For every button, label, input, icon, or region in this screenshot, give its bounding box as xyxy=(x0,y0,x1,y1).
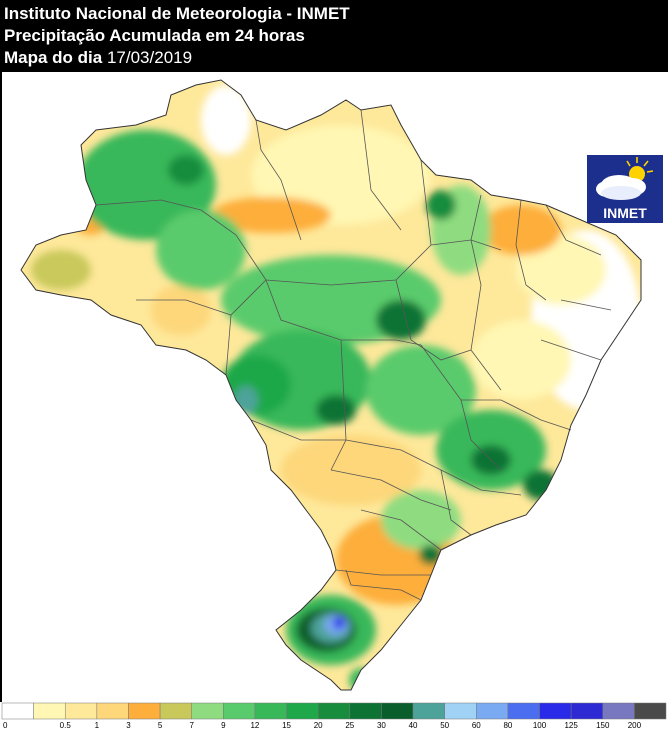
legend-tick-label: 1 xyxy=(95,721,100,730)
legend-swatch xyxy=(1,702,34,720)
precipitation-legend: 0 0.5 1 3 5 7 9 12 15 20 25 30 40 50 60 80 100 125 150 200 xyxy=(0,702,668,731)
legend-swatch xyxy=(570,702,604,720)
state-borders xyxy=(95,109,612,601)
legend-swatch xyxy=(602,702,635,720)
legend-tick-label: 80 xyxy=(503,721,512,730)
legend-swatch xyxy=(254,702,287,720)
legend-swatch xyxy=(444,702,477,720)
brazil-outline xyxy=(20,79,642,691)
legend-tick-label: 100 xyxy=(533,721,547,730)
legend-swatch xyxy=(412,702,445,720)
legend-tick-label: 20 xyxy=(314,721,323,730)
brazil-precipitation-map xyxy=(20,79,642,691)
legend-tick-label: 9 xyxy=(221,721,226,730)
map-date-value: 17/03/2019 xyxy=(106,48,193,67)
legend-swatch xyxy=(634,702,667,720)
legend-tick-label: 25 xyxy=(345,721,354,730)
map-date-line: Mapa do dia 17/03/2019 xyxy=(4,47,192,69)
legend-swatch xyxy=(349,702,382,720)
precipitation-fields xyxy=(31,85,641,690)
legend-swatch xyxy=(476,702,509,720)
legend-tick-label: 125 xyxy=(564,721,578,730)
legend-tick-label: 0 xyxy=(3,721,8,730)
legend-swatch xyxy=(128,702,161,720)
legend-tick-label: 40 xyxy=(409,721,418,730)
inmet-logo: INMET xyxy=(587,155,663,223)
institute-title: Instituto Nacional de Meteorologia - INM… xyxy=(4,4,350,23)
legend-swatch xyxy=(159,702,192,720)
legend-swatch xyxy=(286,702,319,720)
legend-swatch xyxy=(64,702,98,720)
map-subtitle: Precipitação Acumulada em 24 horas xyxy=(4,26,305,45)
legend-tick-label: 30 xyxy=(377,721,386,730)
legend-swatch xyxy=(223,702,256,720)
map-date-label: Mapa do dia xyxy=(4,48,103,67)
legend-tick-label: 0.5 xyxy=(60,721,72,730)
logo-text: INMET xyxy=(603,205,647,221)
legend-tick-label: 50 xyxy=(440,721,449,730)
legend-tick-label: 200 xyxy=(628,721,642,730)
legend-tick-label: 15 xyxy=(282,721,291,730)
legend-swatch xyxy=(317,702,351,720)
legend-scale: 0 0.5 1 3 5 7 9 12 15 20 25 30 40 50 60 80 100 125 150 200 xyxy=(1,702,667,730)
legend-tick-label: 150 xyxy=(596,721,610,730)
precipitation-map: INMET xyxy=(1,72,668,702)
legend-swatch xyxy=(507,702,540,720)
legend-swatch xyxy=(539,702,572,720)
sun-cloud-icon xyxy=(596,157,654,200)
legend-tick-label: 12 xyxy=(250,721,259,730)
legend-tick-label: 5 xyxy=(158,721,163,730)
legend-tick-label: 60 xyxy=(472,721,481,730)
legend-tick-label: 7 xyxy=(189,721,194,730)
legend-tick-label: 3 xyxy=(126,721,131,730)
legend-swatch xyxy=(33,702,66,720)
map-header: Instituto Nacional de Meteorologia - INM… xyxy=(0,0,668,72)
legend-swatch xyxy=(96,702,129,720)
legend-swatch xyxy=(191,702,224,720)
legend-swatch xyxy=(381,702,414,720)
